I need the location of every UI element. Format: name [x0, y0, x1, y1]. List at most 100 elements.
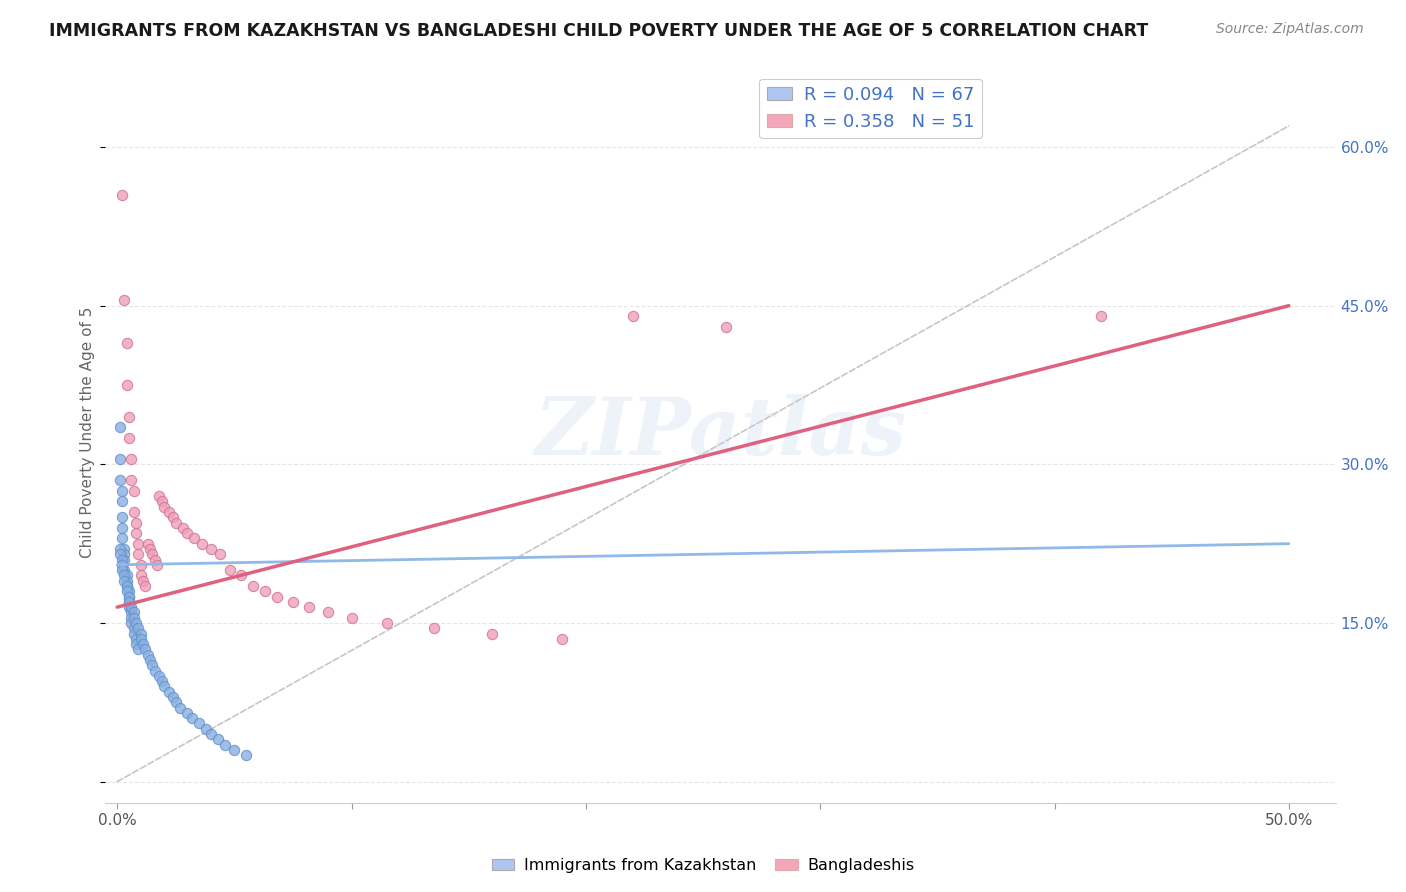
Point: [153, 500, 176, 514]
Point: [162, 510, 184, 524]
Point: [122, 606, 145, 620]
Point: [111, 483, 134, 498]
Point: [112, 563, 135, 577]
Text: ZIPatlas: ZIPatlas: [534, 394, 907, 471]
Point: [115, 579, 138, 593]
Point: [481, 626, 503, 640]
Point: [340, 611, 363, 625]
Point: [224, 743, 246, 757]
Point: [551, 632, 574, 646]
Point: [108, 541, 131, 556]
Point: [141, 658, 163, 673]
Point: [200, 727, 222, 741]
Point: [111, 563, 134, 577]
Point: [134, 642, 156, 657]
Point: [112, 293, 135, 308]
Text: IMMIGRANTS FROM KAZAKHSTAN VS BANGLADESHI CHILD POVERTY UNDER THE AGE OF 5 CORRE: IMMIGRANTS FROM KAZAKHSTAN VS BANGLADESH…: [49, 22, 1149, 40]
Y-axis label: Child Poverty Under the Age of 5: Child Poverty Under the Age of 5: [80, 307, 94, 558]
Text: Source: ZipAtlas.com: Source: ZipAtlas.com: [1216, 22, 1364, 37]
Point: [122, 621, 145, 635]
Point: [112, 541, 135, 556]
Point: [122, 611, 145, 625]
Point: [112, 574, 135, 588]
Point: [169, 700, 191, 714]
Point: [118, 409, 141, 424]
Point: [115, 579, 138, 593]
Point: [188, 716, 211, 731]
Point: [150, 674, 173, 689]
Point: [139, 653, 162, 667]
Point: [127, 642, 149, 657]
Point: [316, 606, 339, 620]
Point: [231, 568, 253, 582]
Point: [111, 558, 134, 572]
Point: [162, 690, 184, 704]
Point: [195, 722, 218, 736]
Point: [141, 547, 163, 561]
Point: [118, 590, 141, 604]
Point: [125, 632, 148, 646]
Point: [122, 483, 145, 498]
Point: [127, 537, 149, 551]
Point: [111, 510, 134, 524]
Point: [181, 711, 204, 725]
Point: [165, 695, 187, 709]
Point: [207, 732, 229, 747]
Point: [621, 310, 644, 324]
Point: [153, 680, 176, 694]
Point: [200, 541, 222, 556]
Point: [157, 505, 180, 519]
Point: [108, 420, 131, 434]
Point: [112, 552, 135, 566]
Point: [129, 626, 152, 640]
Point: [120, 600, 142, 615]
Point: [172, 521, 194, 535]
Point: [118, 431, 141, 445]
Point: [118, 590, 141, 604]
Point: [127, 547, 149, 561]
Point: [111, 552, 134, 566]
Point: [118, 584, 141, 599]
Point: [422, 621, 444, 635]
Point: [190, 537, 212, 551]
Point: [115, 335, 138, 350]
Point: [111, 532, 134, 546]
Legend: Immigrants from Kazakhstan, Bangladeshis: Immigrants from Kazakhstan, Bangladeshis: [485, 852, 921, 880]
Point: [209, 547, 232, 561]
Point: [129, 568, 152, 582]
Point: [112, 568, 135, 582]
Point: [129, 632, 152, 646]
Point: [122, 505, 145, 519]
Point: [120, 452, 142, 467]
Point: [125, 615, 148, 630]
Point: [125, 526, 148, 541]
Point: [165, 516, 187, 530]
Point: [108, 452, 131, 467]
Point: [111, 187, 134, 202]
Point: [115, 584, 138, 599]
Point: [127, 621, 149, 635]
Point: [115, 574, 138, 588]
Point: [218, 563, 240, 577]
Point: [115, 568, 138, 582]
Point: [1090, 310, 1112, 324]
Point: [148, 669, 170, 683]
Point: [120, 611, 142, 625]
Point: [108, 473, 131, 487]
Point: [134, 579, 156, 593]
Point: [148, 489, 170, 503]
Point: [125, 516, 148, 530]
Point: [235, 748, 257, 763]
Point: [129, 558, 152, 572]
Point: [120, 615, 142, 630]
Point: [375, 615, 398, 630]
Point: [132, 637, 155, 651]
Point: [111, 494, 134, 508]
Point: [150, 494, 173, 508]
Point: [214, 738, 236, 752]
Point: [136, 648, 159, 662]
Legend: R = 0.094   N = 67, R = 0.358   N = 51: R = 0.094 N = 67, R = 0.358 N = 51: [759, 78, 983, 138]
Point: [157, 685, 180, 699]
Point: [118, 600, 141, 615]
Point: [281, 595, 304, 609]
